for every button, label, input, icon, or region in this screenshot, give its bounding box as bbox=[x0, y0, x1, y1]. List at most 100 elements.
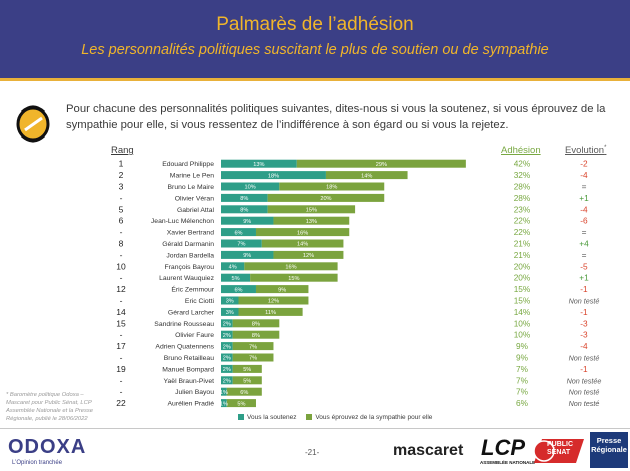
data-label-sympathie: 12% bbox=[303, 253, 314, 259]
data-label-soutien: 1% bbox=[220, 390, 228, 396]
data-label-soutien: 7% bbox=[237, 242, 245, 248]
odoxa-logo: ODOXA bbox=[8, 436, 87, 458]
footnote: * Baromètre politique Odoxa – Mascaret p… bbox=[6, 392, 93, 422]
data-label-sympathie: 6% bbox=[240, 390, 248, 396]
data-label-soutien: 18% bbox=[268, 173, 279, 179]
data-label-soutien: 2% bbox=[223, 356, 231, 362]
adhesion-value: 21% bbox=[514, 239, 531, 249]
rank-label: - bbox=[120, 353, 123, 363]
evolution-header: Evolution* bbox=[565, 145, 606, 156]
data-label-soutien: 3% bbox=[226, 299, 234, 305]
evolution-value: -3 bbox=[580, 330, 588, 340]
adhesion-value: 7% bbox=[516, 375, 529, 385]
evolution-value: -2 bbox=[580, 159, 588, 169]
rank-label: 22 bbox=[116, 398, 126, 408]
person-name-label: Bruno Retailleau bbox=[164, 355, 214, 362]
data-label-soutien: 13% bbox=[253, 162, 264, 168]
data-label-soutien: 2% bbox=[223, 344, 231, 350]
evolution-value: -4 bbox=[580, 204, 588, 214]
bar-soutien bbox=[221, 285, 256, 294]
data-label-sympathie: 14% bbox=[361, 173, 372, 179]
bar-soutien bbox=[221, 262, 245, 271]
rank-label: 8 bbox=[119, 239, 124, 249]
presse-regionale-logo bbox=[590, 432, 628, 468]
bar-sympathie bbox=[255, 285, 309, 294]
rank-label: - bbox=[120, 330, 123, 340]
legend-swatch-sympathie bbox=[306, 414, 313, 421]
page-title: Palmarès de l’adhésion bbox=[216, 14, 414, 35]
public-senat-text: PUBLIC SÉNAT bbox=[547, 441, 573, 457]
person-name-label: Edouard Philippe bbox=[162, 161, 214, 168]
data-label-sympathie: 14% bbox=[297, 242, 308, 248]
data-label-soutien: 6% bbox=[234, 230, 242, 236]
public-senat-line1: PUBLIC bbox=[547, 441, 574, 448]
page-number: -21- bbox=[305, 448, 320, 457]
bar-sympathie bbox=[261, 239, 344, 248]
bar-soutien bbox=[221, 387, 227, 396]
bar-soutien bbox=[221, 273, 251, 282]
evolution-value: = bbox=[582, 227, 587, 237]
adhesion-value: 28% bbox=[514, 193, 531, 203]
adhesion-value: 9% bbox=[516, 341, 529, 351]
rank-label: 17 bbox=[116, 341, 126, 351]
person-name-label: Olivier Faure bbox=[175, 332, 214, 339]
rank-label: 15 bbox=[116, 318, 126, 328]
bar-soutien bbox=[221, 296, 239, 305]
header-banner: Palmarès de l’adhésion Les personnalités… bbox=[0, 0, 630, 78]
adhesion-value: 22% bbox=[514, 227, 531, 237]
bar-soutien bbox=[221, 250, 274, 259]
data-label-sympathie: 5% bbox=[237, 401, 245, 407]
person-name-label: Gérard Larcher bbox=[168, 309, 215, 316]
person-name-label: Jordan Bardella bbox=[166, 252, 214, 259]
bar-soutien bbox=[221, 239, 262, 248]
footer-divider bbox=[0, 428, 630, 429]
evolution-value: -6 bbox=[580, 216, 588, 226]
bar-sympathie bbox=[279, 182, 385, 191]
person-name-label: Sandrine Rousseau bbox=[154, 321, 214, 328]
person-name-label: Jean-Luc Mélenchon bbox=[151, 218, 214, 225]
data-label-sympathie: 9% bbox=[278, 287, 286, 293]
rank-label: - bbox=[120, 250, 123, 260]
person-name-label: François Bayrou bbox=[165, 264, 215, 271]
bar-sympathie bbox=[238, 307, 303, 316]
rank-label: 6 bbox=[119, 216, 124, 226]
evolution-value: -3 bbox=[580, 318, 588, 328]
adhesion-value: 7% bbox=[516, 364, 529, 374]
data-label-soutien: 2% bbox=[223, 379, 231, 385]
bar-sympathie bbox=[232, 330, 280, 339]
rank-label: - bbox=[120, 296, 123, 306]
bar-soutien bbox=[221, 216, 274, 225]
data-label-soutien: 5% bbox=[232, 276, 240, 282]
bar-soutien bbox=[221, 342, 233, 351]
rank-label: - bbox=[120, 375, 123, 385]
evolution-value: -4 bbox=[580, 341, 588, 351]
bar-soutien bbox=[221, 330, 233, 339]
data-label-sympathie: 7% bbox=[249, 344, 257, 350]
rank-label: 14 bbox=[116, 307, 126, 317]
adhesion-value: 22% bbox=[514, 216, 531, 226]
adhesion-value: 42% bbox=[514, 159, 531, 169]
evolution-value: = bbox=[582, 182, 587, 192]
evolution-value: Non testé bbox=[569, 297, 600, 306]
person-name-label: Olivier Véran bbox=[175, 195, 215, 202]
bar-soutien bbox=[221, 182, 280, 191]
lcp-logo: LCP bbox=[481, 435, 525, 460]
person-name-label: Bruno Le Maire bbox=[168, 184, 215, 191]
legend-item-sympathie: Vous éprouvez de la sympathie pour elle bbox=[306, 414, 432, 421]
data-label-soutien: 2% bbox=[223, 367, 231, 373]
person-name-label: Aurélien Pradié bbox=[168, 401, 215, 408]
public-senat-logo-icon bbox=[533, 439, 584, 463]
presse-regionale-text: Presse Régionale bbox=[591, 436, 627, 454]
mascaret-logo: mascaret bbox=[393, 442, 464, 459]
bar-sympathie bbox=[325, 171, 408, 180]
evolution-value: -5 bbox=[580, 261, 588, 271]
data-label-soutien: 8% bbox=[240, 196, 248, 202]
data-label-sympathie: 5% bbox=[243, 379, 251, 385]
rank-label: - bbox=[120, 227, 123, 237]
adhesion-value: 20% bbox=[514, 261, 531, 271]
bar-sympathie bbox=[226, 399, 256, 408]
adhesion-value: 23% bbox=[514, 204, 531, 214]
legend-item-soutien: Vous la soutenez bbox=[238, 414, 297, 421]
data-label-soutien: 6% bbox=[234, 287, 242, 293]
chart-legend: Vous la soutenez Vous éprouvez de la sym… bbox=[238, 414, 440, 421]
